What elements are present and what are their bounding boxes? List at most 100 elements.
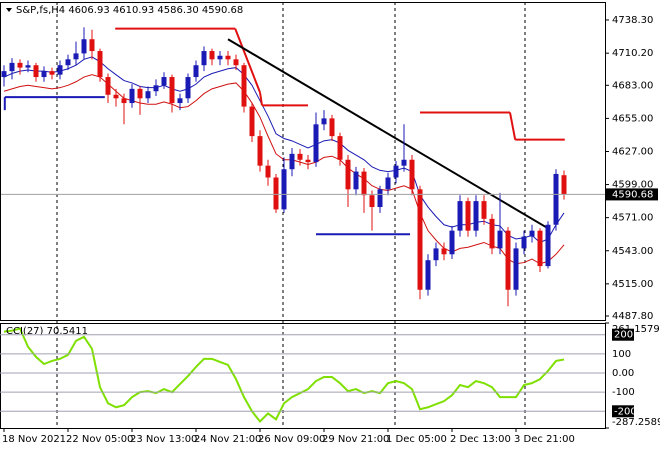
candle-body <box>177 98 183 104</box>
candle-body <box>497 230 503 249</box>
y-tick-label: 0.00 <box>612 368 634 379</box>
x-tick-label: 23 Nov 13:00 <box>130 434 197 445</box>
candle-body <box>321 118 327 125</box>
candle-body <box>153 85 159 92</box>
candle-body <box>513 248 519 290</box>
y-tick-label: -100 <box>612 387 635 398</box>
y-tick-label: 4487.80 <box>612 311 653 322</box>
y-tick-label: 4515.00 <box>612 279 653 290</box>
candle-body <box>201 51 207 66</box>
tick-box <box>612 405 634 418</box>
level-line <box>509 112 517 140</box>
candle-body <box>433 248 439 261</box>
plot <box>0 27 605 423</box>
candle-body <box>121 98 127 104</box>
y-tick-label: 4738.30 <box>612 15 653 26</box>
candle-body <box>217 55 223 60</box>
y-tick-label: 4627.00 <box>612 146 653 157</box>
level-line <box>259 92 263 106</box>
candle-body <box>97 51 103 78</box>
candle-body <box>145 91 151 99</box>
candle-body <box>169 77 175 104</box>
candle-body <box>289 153 295 170</box>
main-frame <box>0 2 606 321</box>
tick-box <box>612 328 634 341</box>
candle-body <box>473 201 479 231</box>
last-price-label: 4590.68 <box>612 189 653 200</box>
x-tick-label: 2 Dec 13:00 <box>450 434 511 445</box>
candle-body <box>113 94 119 99</box>
candle-body <box>81 39 87 54</box>
candle-body <box>529 230 535 237</box>
candle-body <box>329 118 335 137</box>
candle-body <box>89 39 95 52</box>
y-tick-label: -200 <box>614 406 637 417</box>
candle-body <box>105 77 111 95</box>
x-tick-label: 3 Dec 21:00 <box>514 434 575 445</box>
y-tick-label: 4543.00 <box>612 246 653 257</box>
y-tick-label: 4710.20 <box>612 48 653 59</box>
candle-body <box>297 153 303 160</box>
cci-line <box>3 327 565 423</box>
chart-title: S&P,fs,H4 4606.93 4610.93 4586.30 4590.6… <box>16 5 243 16</box>
candle-body <box>281 169 287 210</box>
candle-body <box>9 62 15 72</box>
y-tick-label: 100 <box>612 349 631 360</box>
candle-body <box>241 65 247 107</box>
x-tick-label: 29 Nov 21:00 <box>322 434 389 445</box>
y-tick-label: 4571.00 <box>612 213 653 224</box>
candle-body <box>345 159 351 190</box>
candle-body <box>545 224 551 267</box>
level-line <box>234 28 261 93</box>
y-tick-label: 4599.00 <box>612 180 653 191</box>
candle-body <box>249 106 255 137</box>
last-price-box <box>606 188 658 201</box>
candle-body <box>377 189 383 208</box>
candle-body <box>521 236 527 249</box>
y-tick-label: 4655.00 <box>612 113 653 124</box>
candle-body <box>393 165 399 178</box>
candle-body <box>441 248 447 255</box>
y-tick-label: -287.2589 <box>612 417 660 428</box>
x-tick-label: 26 Nov 09:00 <box>258 434 325 445</box>
candle-body <box>369 195 375 208</box>
y-tick-label: 200 <box>614 330 633 341</box>
candle-body <box>209 51 215 60</box>
candle-body <box>449 230 455 255</box>
cci-frame <box>0 323 606 429</box>
candle-body <box>409 159 415 190</box>
candle-body <box>337 136 343 160</box>
menu-icon <box>6 8 12 12</box>
candle-body <box>401 159 407 166</box>
x-tick-label: 24 Nov 21:00 <box>194 434 261 445</box>
candle-body <box>265 165 271 178</box>
candle-body <box>305 159 311 163</box>
candle-body <box>313 124 319 163</box>
candle-body <box>537 230 543 267</box>
candle-body <box>385 177 391 190</box>
candle-body <box>353 171 359 190</box>
candle-body <box>1 71 7 78</box>
candle-body <box>553 173 559 225</box>
candle-body <box>489 218 495 249</box>
x-tick-label: 22 Nov 05:00 <box>66 434 133 445</box>
moving-average <box>3 56 565 244</box>
candle-body <box>65 59 71 66</box>
candle-body <box>225 55 231 60</box>
candle-body <box>233 59 239 66</box>
candle-body <box>505 230 511 290</box>
candle-body <box>273 177 279 210</box>
candle-body <box>481 201 487 219</box>
candle-body <box>17 62 23 68</box>
candle-body <box>41 71 47 78</box>
candle-body <box>193 65 199 78</box>
candle-body <box>457 201 463 231</box>
candle-body <box>137 88 143 99</box>
candle-body <box>425 260 431 290</box>
trend-line <box>227 38 549 230</box>
candle-body <box>129 88 135 104</box>
candle-body <box>185 77 191 99</box>
candle-body <box>257 136 263 166</box>
candle-body <box>417 189 423 290</box>
x-tick-label: 1 Dec 05:00 <box>386 434 447 445</box>
